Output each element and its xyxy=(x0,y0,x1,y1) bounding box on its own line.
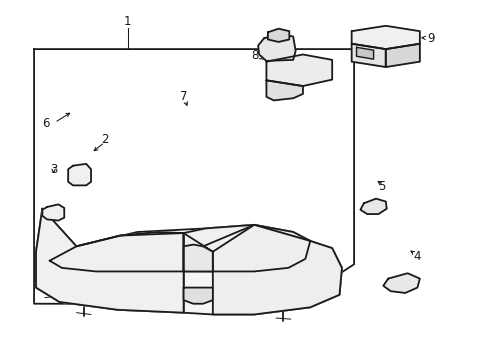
Polygon shape xyxy=(36,209,183,313)
Polygon shape xyxy=(351,26,419,49)
Text: 9: 9 xyxy=(427,32,434,45)
Text: 6: 6 xyxy=(42,117,49,130)
Text: 8: 8 xyxy=(251,49,259,62)
Polygon shape xyxy=(183,244,212,271)
Polygon shape xyxy=(258,34,295,61)
Polygon shape xyxy=(50,225,309,271)
Polygon shape xyxy=(385,44,419,67)
Text: 1: 1 xyxy=(123,15,131,28)
Text: 5: 5 xyxy=(377,180,385,193)
Polygon shape xyxy=(34,49,353,304)
Polygon shape xyxy=(68,164,91,185)
Text: 4: 4 xyxy=(413,249,420,262)
Polygon shape xyxy=(351,44,385,67)
Polygon shape xyxy=(266,54,331,86)
Polygon shape xyxy=(267,29,289,42)
Polygon shape xyxy=(42,204,64,221)
Polygon shape xyxy=(183,288,212,304)
Text: 2: 2 xyxy=(101,133,108,146)
Polygon shape xyxy=(183,225,309,271)
Text: 7: 7 xyxy=(180,90,187,103)
Polygon shape xyxy=(266,80,303,100)
Polygon shape xyxy=(383,273,419,293)
Polygon shape xyxy=(356,47,373,59)
Polygon shape xyxy=(212,225,341,315)
Polygon shape xyxy=(36,209,341,315)
Polygon shape xyxy=(50,232,183,271)
Text: 3: 3 xyxy=(50,163,57,176)
Polygon shape xyxy=(360,199,386,214)
